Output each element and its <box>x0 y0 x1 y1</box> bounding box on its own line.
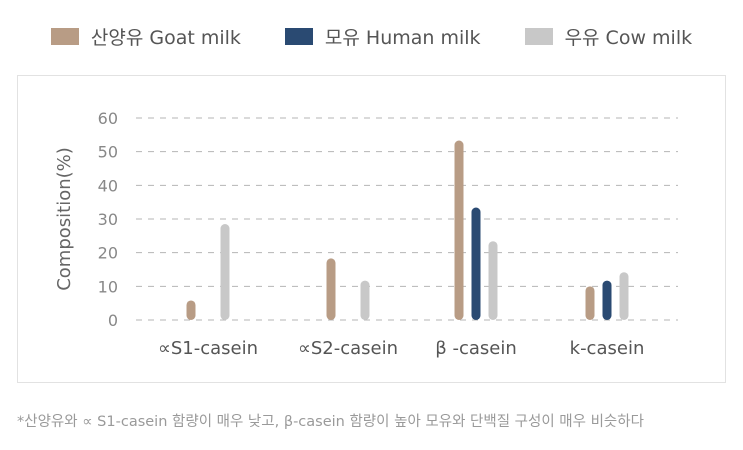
legend-swatch-goat-milk <box>50 27 79 45</box>
bar <box>326 258 336 320</box>
bar <box>186 300 196 320</box>
bar <box>585 286 595 320</box>
y-tick-label: 60 <box>98 109 118 128</box>
x-tick-label: ∝S1-casein <box>158 338 258 359</box>
y-tick-label: 10 <box>98 277 118 296</box>
y-tick-label: 30 <box>98 210 118 229</box>
bar <box>488 241 498 320</box>
y-tick-label: 50 <box>98 143 118 162</box>
x-tick-label: β -casein <box>435 338 517 359</box>
bar <box>454 140 464 320</box>
bar <box>602 280 612 320</box>
legend-label-human-milk: 모유 Human milk <box>324 26 481 49</box>
bar <box>220 224 230 320</box>
legend-item-goat-milk: 산양유 Goat milk <box>50 23 241 50</box>
legend-item-cow-milk: 우유 Cow milk <box>524 23 693 50</box>
x-tick-label: k-casein <box>570 338 645 359</box>
bar <box>471 207 481 320</box>
chart-panel: Composition(%) 0 10 20 30 40 50 60 ∝S1-casein ∝S… <box>17 75 726 383</box>
legend-swatch-cow-milk <box>524 27 553 45</box>
legend-label-cow-milk: 우유 Cow milk <box>564 26 693 49</box>
bar <box>360 280 370 320</box>
footnote: *산양유와 ∝ S1-casein 함량이 매우 낮고, β-casein 함량… <box>17 414 644 430</box>
legend-label-goat-milk: 산양유 Goat milk <box>90 26 241 49</box>
y-tick-label: 0 <box>108 311 118 330</box>
y-tick-label: 20 <box>98 244 118 263</box>
chart-legend: 산양유 Goat milk 모유 Human milk 우유 Cow milk <box>0 22 743 50</box>
legend-swatch-human-milk <box>284 27 313 45</box>
bar <box>619 272 629 320</box>
bar-chart: Composition(%) 0 10 20 30 40 50 60 ∝S1-casein ∝S… <box>54 109 678 359</box>
legend-item-human-milk: 모유 Human milk <box>284 23 481 50</box>
x-tick-label: ∝S2-casein <box>298 338 398 359</box>
y-tick-label: 40 <box>98 176 118 195</box>
y-axis-label: Composition(%) <box>54 147 75 291</box>
